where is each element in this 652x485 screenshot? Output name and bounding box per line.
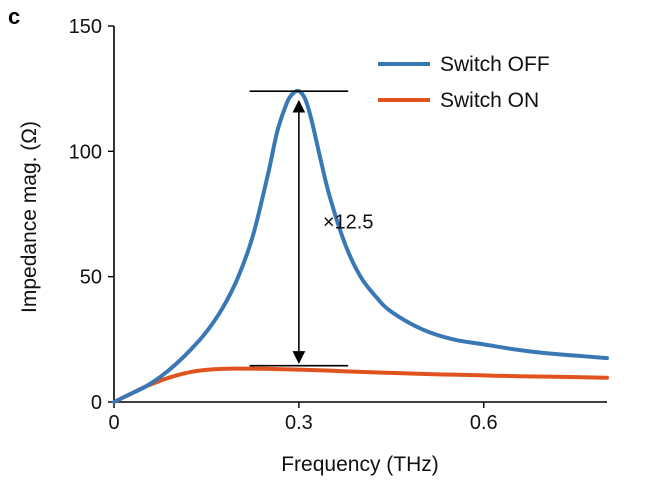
y-tick-label: 100	[69, 141, 102, 163]
x-axis-title: Frequency (THz)	[281, 453, 439, 476]
ratio-annotation: ×12.5	[323, 212, 374, 234]
y-tick-label: 50	[80, 267, 102, 289]
y-tick-label: 0	[91, 392, 102, 414]
y-tick-label: 150	[69, 16, 102, 38]
x-tick-label: 0.6	[470, 412, 498, 434]
series-line-switch-off	[112, 88, 609, 404]
legend-label-switch-on: Switch ON	[440, 89, 539, 112]
legend-label-switch-off: Switch OFF	[440, 53, 550, 76]
x-tick-label: 0	[108, 412, 119, 434]
panel-label: c	[8, 4, 20, 29]
plot-area: 0 50 100 150 0 0.3 0.6 ×12.5 Switch OFF Switch ON	[69, 16, 609, 434]
x-tick-label: 0.3	[285, 412, 313, 434]
series-line-switch-on	[112, 366, 609, 404]
y-axis-title: Impedance mag. (Ω)	[18, 121, 41, 313]
